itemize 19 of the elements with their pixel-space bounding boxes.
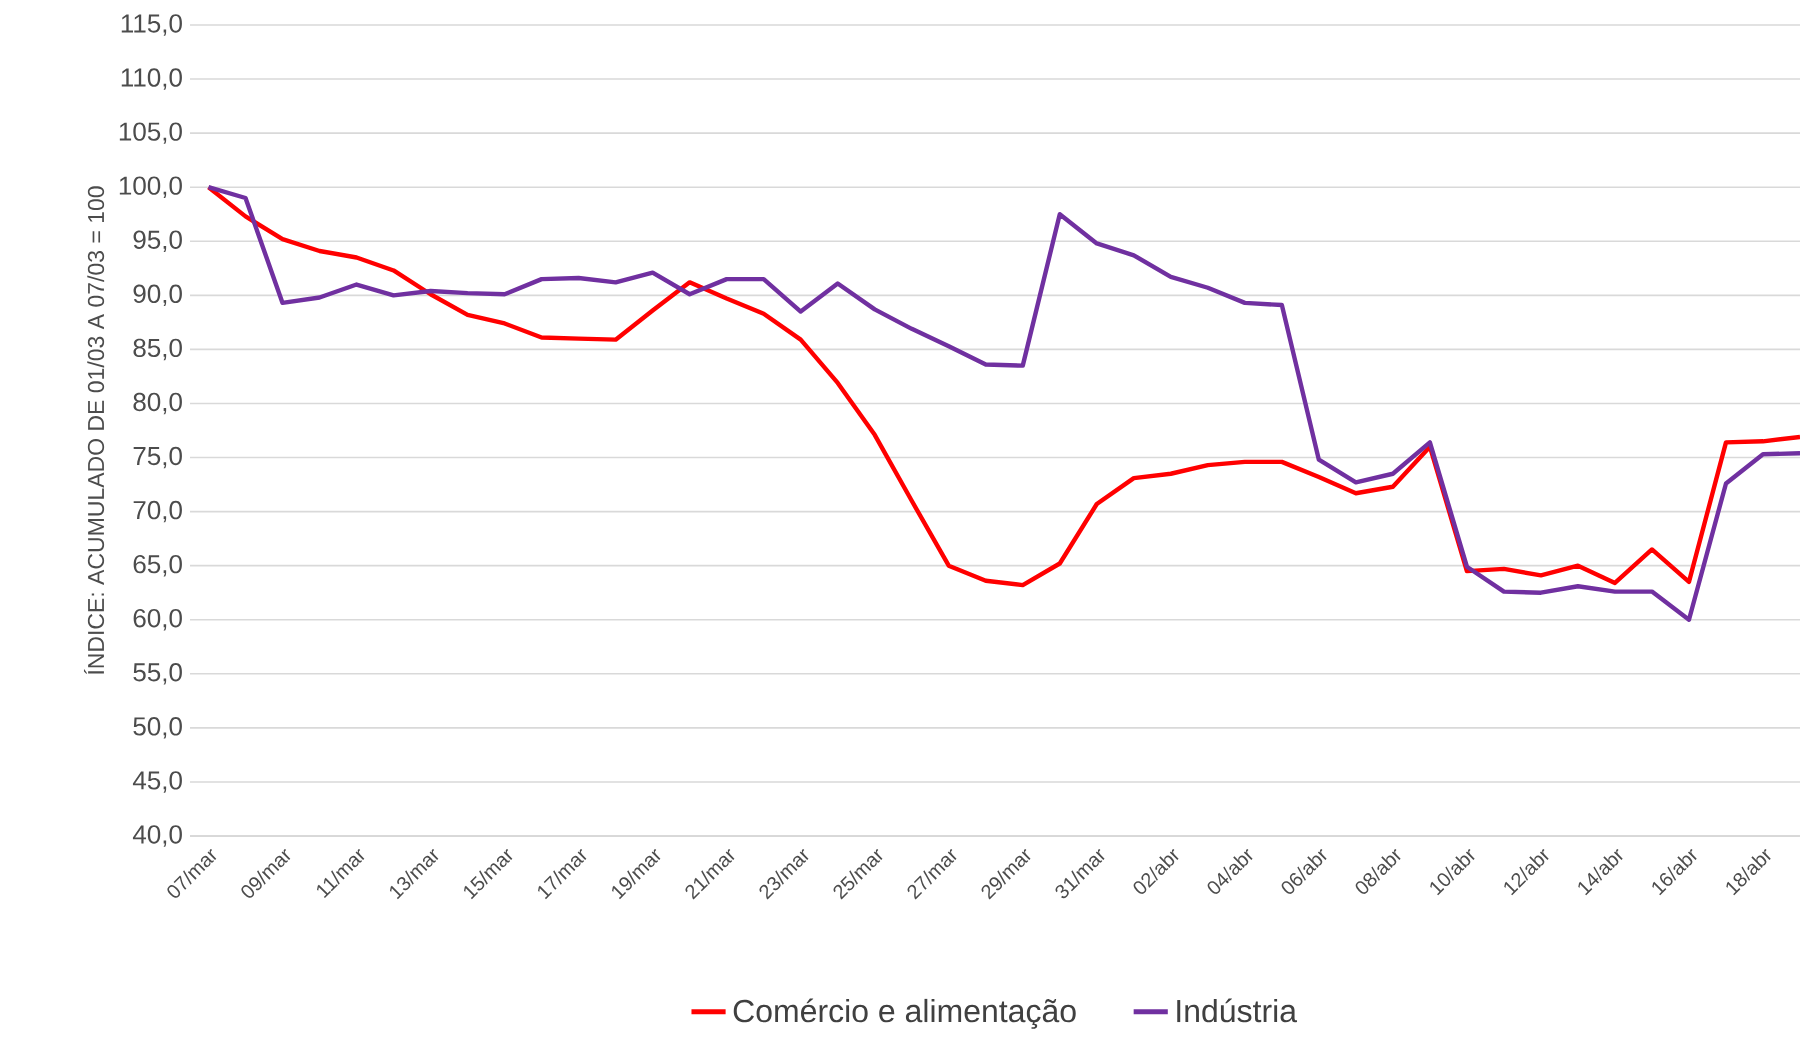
y-tick-label: 110,0 (121, 68, 182, 90)
y-tick-label: 55,0 (133, 663, 182, 685)
y-tick-label: 115,0 (121, 14, 182, 36)
y-tick-label: 70,0 (133, 500, 182, 523)
y-tick-label: 65,0 (133, 554, 182, 577)
y-tick-label: 50,0 (133, 717, 182, 739)
y-tick-label: 60,0 (133, 608, 182, 631)
y-tick-label: 100,0 (119, 176, 182, 198)
legend-label: Comércio e alimentação (733, 998, 1076, 1029)
y-tick-label: 90,0 (133, 284, 182, 307)
y-tick-label: 95,0 (133, 230, 182, 252)
y-tick-label: 45,0 (132, 771, 182, 793)
y-tick-label: 85,0 (133, 338, 182, 361)
y-tick-label: 40,0 (132, 825, 182, 847)
y-tick-label: 75,0 (133, 446, 182, 469)
legend-label: Indústria (1177, 998, 1298, 1023)
y-tick-label: 105,0 (119, 122, 182, 144)
y-tick-label: 80,0 (133, 392, 182, 415)
y-axis-title: ÍNDICE: ACUMULADO DE 01/03 A 07/03 = 100 (83, 186, 105, 675)
